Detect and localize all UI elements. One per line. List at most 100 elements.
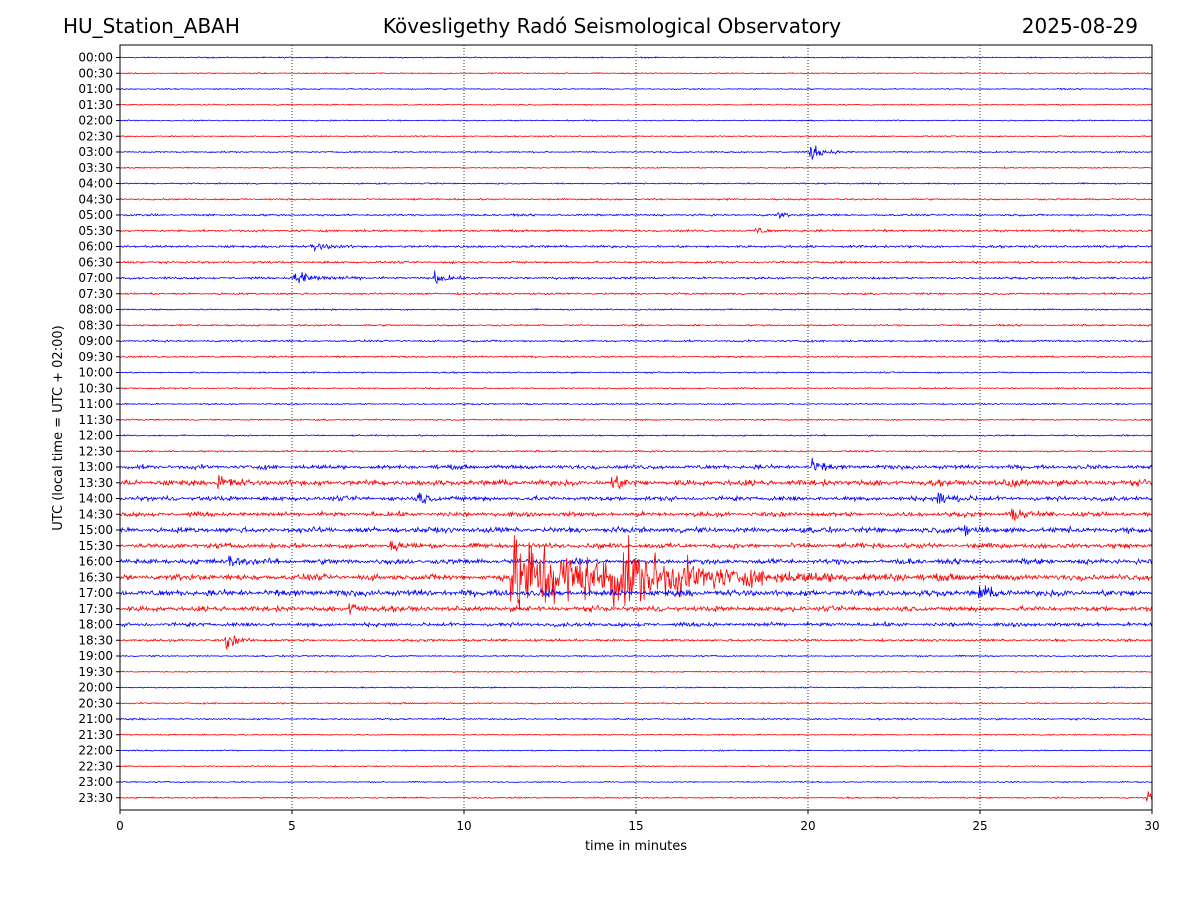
trace-22:30	[119, 764, 1153, 768]
trace-10:00	[119, 370, 1153, 375]
y-tick-label: 22:00	[78, 744, 113, 758]
trace-22:00	[119, 749, 1153, 752]
y-tick-label: 02:00	[78, 114, 113, 128]
y-tick-label: 09:00	[78, 334, 113, 348]
grid-lines	[291, 45, 981, 810]
trace-14:30	[119, 508, 1153, 521]
y-tick-label: 08:00	[78, 303, 113, 317]
y-tick-label: 07:30	[78, 287, 113, 301]
trace-13:30	[119, 475, 1153, 490]
y-tick-label: 20:00	[78, 681, 113, 695]
trace-09:00	[119, 338, 1153, 343]
y-tick-label: 16:30	[78, 570, 113, 584]
trace-05:00	[119, 211, 1153, 220]
trace-10:30	[119, 386, 1153, 390]
x-tick-label: 30	[1144, 819, 1159, 833]
trace-02:30	[119, 135, 1153, 138]
x-axis-label: time in minutes	[585, 839, 687, 854]
trace-04:00	[119, 181, 1153, 186]
trace-16:00	[119, 555, 1153, 567]
y-tick-label: 21:30	[78, 728, 113, 742]
y-tick-label: 00:00	[78, 51, 113, 65]
x-tick-label: 10	[456, 819, 471, 833]
trace-03:30	[119, 166, 1153, 169]
trace-18:00	[119, 620, 1153, 629]
y-tick-label: 00:30	[78, 66, 113, 80]
trace-08:30	[119, 323, 1153, 328]
trace-19:00	[119, 654, 1153, 658]
y-tick-label: 19:00	[78, 649, 113, 663]
y-tick-label: 17:30	[78, 602, 113, 616]
seismic-traces	[119, 56, 1153, 802]
y-tick-label: 18:30	[78, 633, 113, 647]
trace-20:30	[119, 701, 1153, 705]
y-tick-label: 23:30	[78, 791, 113, 805]
y-tick-label: 14:30	[78, 507, 113, 521]
y-tick-label: 05:30	[78, 224, 113, 238]
y-tick-label: 11:30	[78, 413, 113, 427]
y-tick-label: 06:00	[78, 240, 113, 254]
trace-23:30	[119, 791, 1153, 802]
y-tick-label: 17:00	[78, 586, 113, 600]
trace-07:30	[119, 291, 1153, 296]
y-axis-label: UTC (local time = UTC + 02:00)	[51, 325, 66, 530]
trace-17:30	[119, 603, 1153, 615]
y-tick-label: 04:30	[78, 192, 113, 206]
y-tick-label: 04:00	[78, 177, 113, 191]
y-tick-label: 03:00	[78, 145, 113, 159]
y-tick-label: 10:00	[78, 366, 113, 380]
trace-18:30	[119, 635, 1153, 651]
y-tick-label: 05:00	[78, 208, 113, 222]
trace-15:30	[119, 540, 1153, 552]
y-tick-label: 13:00	[78, 460, 113, 474]
y-tick-label: 13:30	[78, 476, 113, 490]
trace-12:30	[119, 449, 1153, 453]
x-tick-label: 20	[800, 819, 815, 833]
y-tick-label: 10:30	[78, 381, 113, 395]
trace-05:30	[119, 227, 1153, 234]
y-tick-label: 18:00	[78, 618, 113, 632]
trace-15:00	[119, 525, 1153, 537]
trace-11:00	[119, 402, 1153, 406]
y-tick-label: 20:30	[78, 696, 113, 710]
trace-04:30	[119, 197, 1153, 201]
trace-12:00	[119, 433, 1153, 437]
trace-11:30	[119, 418, 1153, 422]
station-name: HU_Station_ABAH	[63, 14, 240, 38]
trace-00:00	[119, 56, 1153, 59]
y-tick-label: 09:30	[78, 350, 113, 364]
y-tick-label: 19:30	[78, 665, 113, 679]
trace-01:30	[119, 103, 1153, 107]
y-tick-label: 06:30	[78, 255, 113, 269]
trace-13:00	[119, 457, 1153, 472]
y-tick-label: 22:30	[78, 759, 113, 773]
x-tick-label: 25	[972, 819, 987, 833]
y-tick-label: 15:30	[78, 539, 113, 553]
trace-14:00	[119, 492, 1153, 504]
x-tick-label: 5	[288, 819, 296, 833]
chart-date: 2025-08-29	[1021, 14, 1138, 38]
trace-09:30	[119, 355, 1153, 359]
y-tick-label: 16:00	[78, 555, 113, 569]
trace-20:00	[119, 685, 1153, 689]
y-tick-label: 15:00	[78, 523, 113, 537]
y-tick-label: 12:30	[78, 444, 113, 458]
y-tick-label: 07:00	[78, 271, 113, 285]
trace-00:30	[119, 71, 1153, 75]
trace-06:00	[119, 243, 1153, 253]
y-tick-label: 08:30	[78, 318, 113, 332]
x-tick-label: 0	[116, 819, 124, 833]
y-tick-label: 21:00	[78, 712, 113, 726]
y-tick-label: 03:30	[78, 161, 113, 175]
trace-03:00	[119, 145, 1153, 160]
trace-19:30	[119, 670, 1153, 674]
trace-07:00	[119, 270, 1153, 285]
trace-06:30	[119, 260, 1153, 265]
y-tick-label: 11:00	[78, 397, 113, 411]
y-tick-label: 14:00	[78, 492, 113, 506]
x-tick-label: 15	[628, 819, 643, 833]
y-tick-label: 23:00	[78, 775, 113, 789]
trace-01:00	[119, 87, 1152, 91]
